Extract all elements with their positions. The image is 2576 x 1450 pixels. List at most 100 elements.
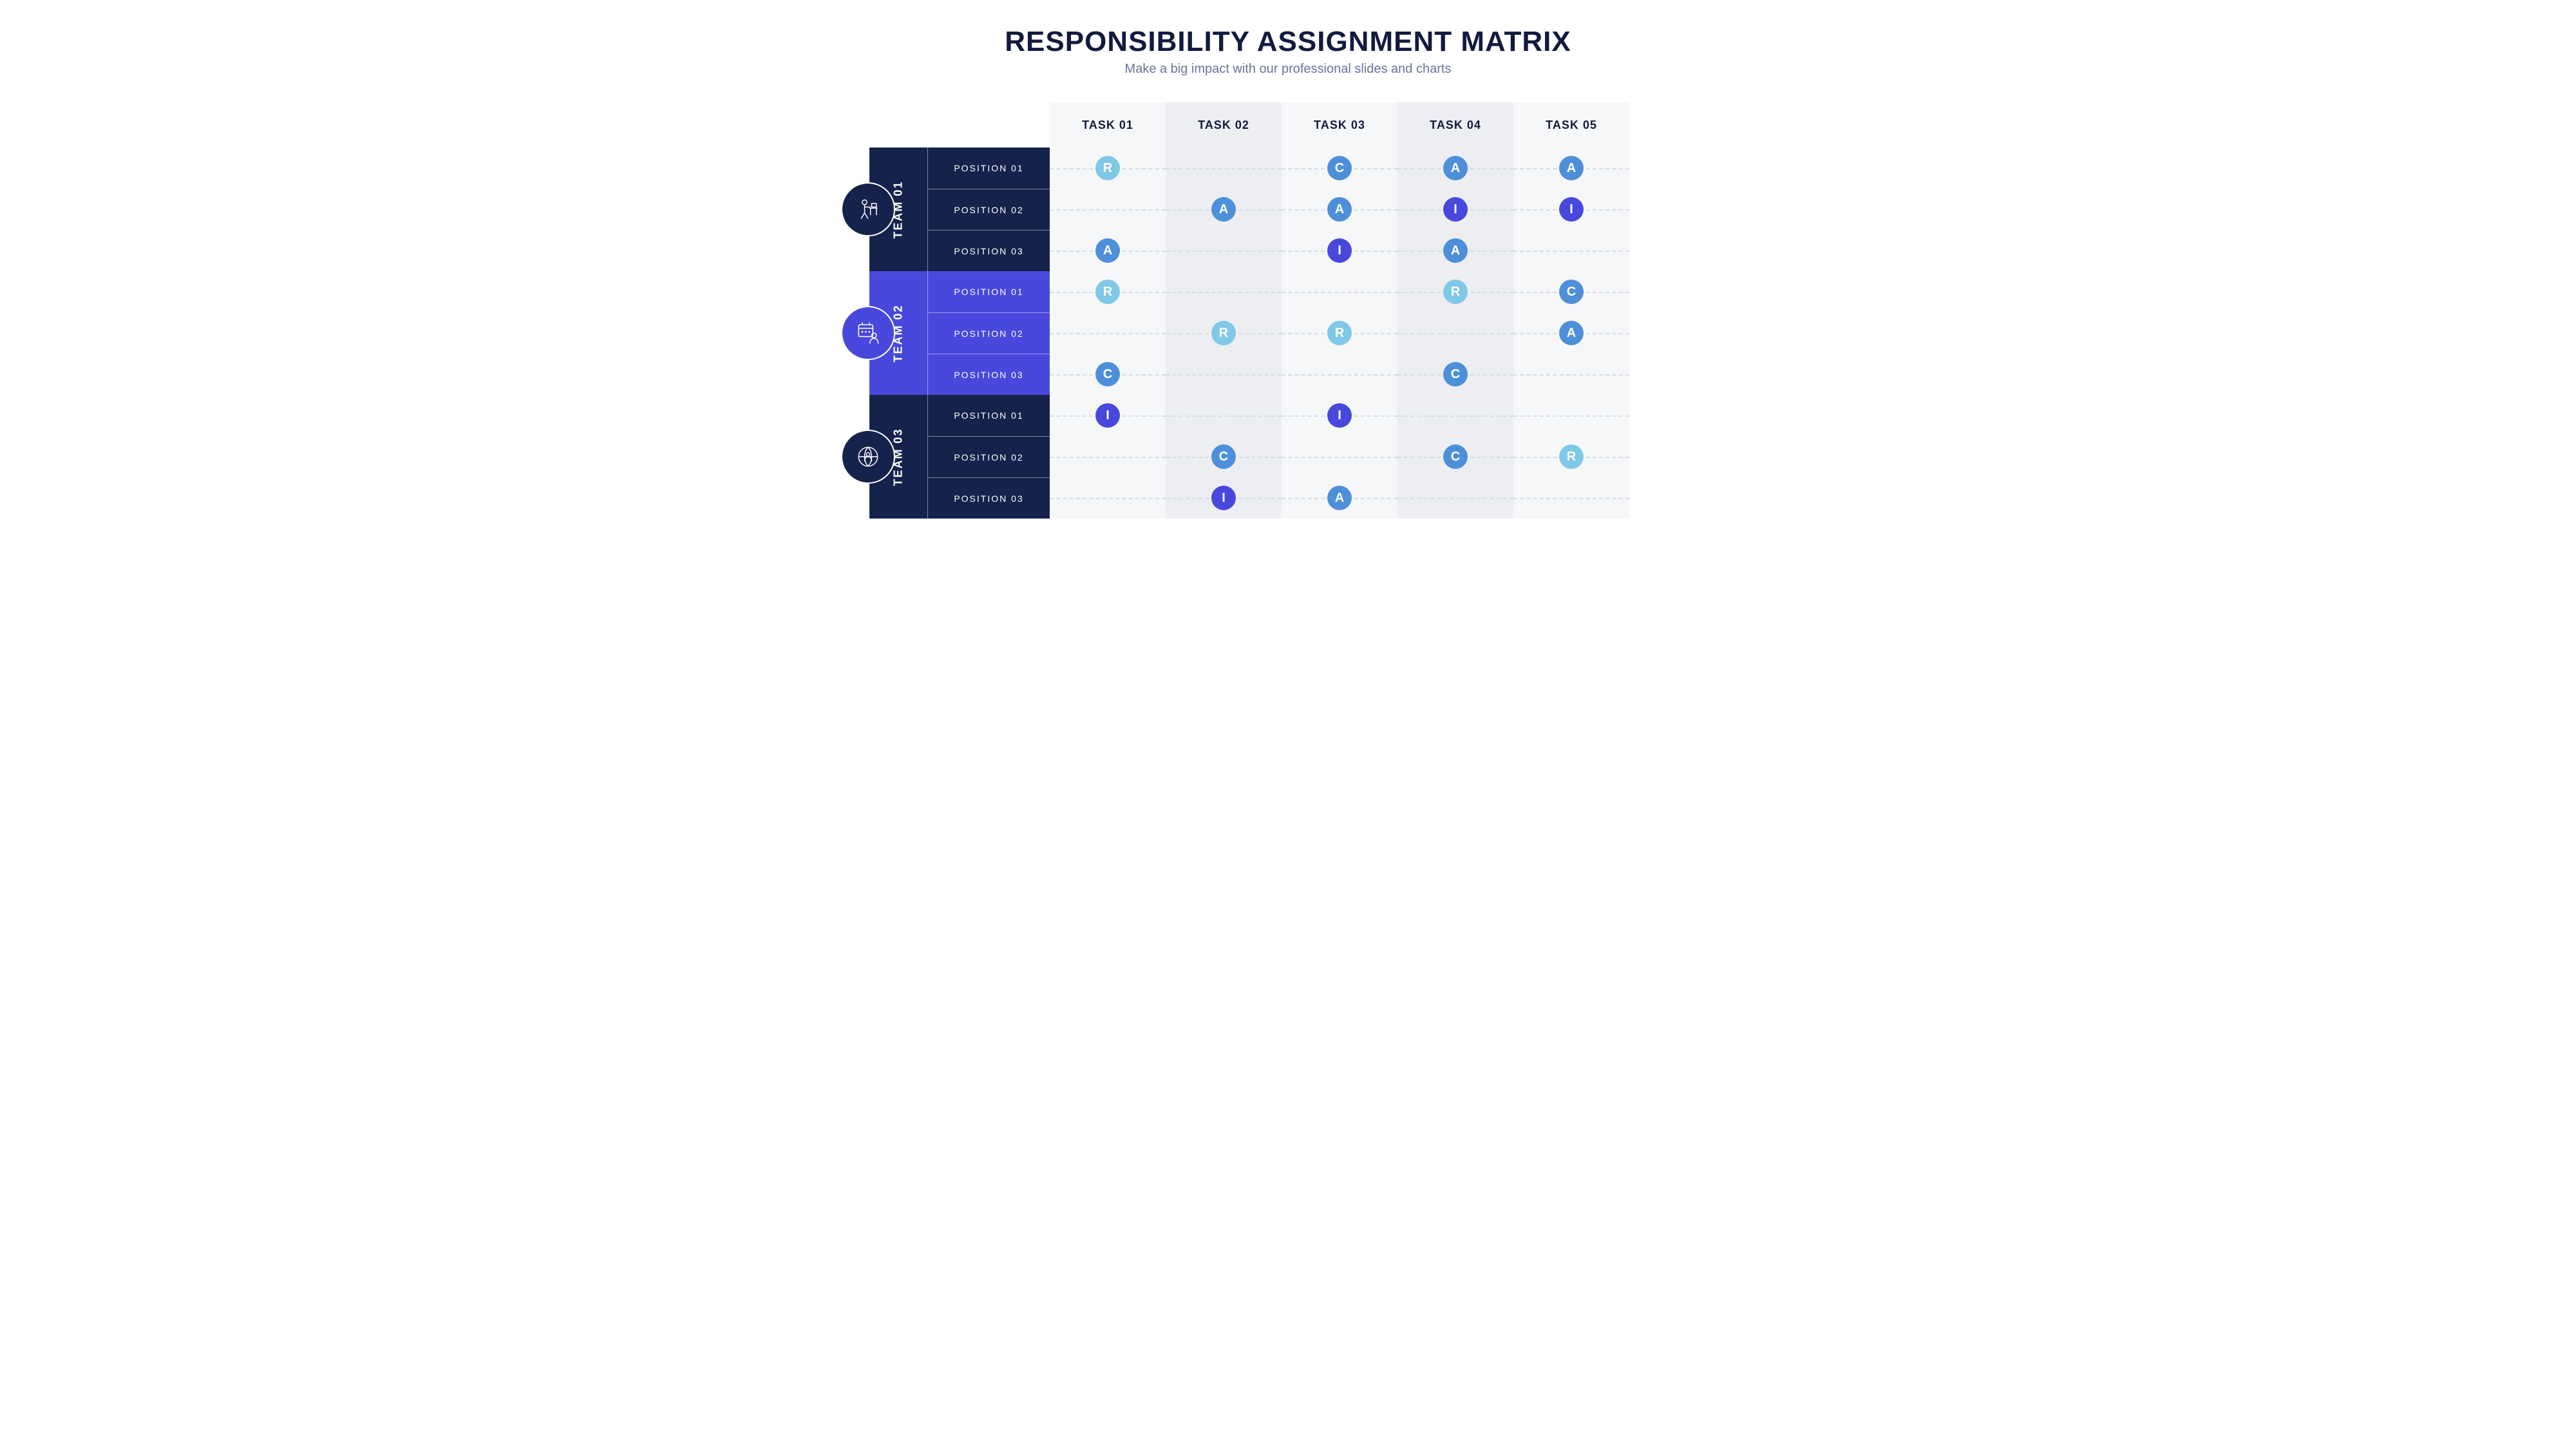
matrix-cell: I [1166, 477, 1282, 519]
position-cell: POSITION 02 [927, 189, 1050, 230]
task-header: TASK 01 [1050, 102, 1166, 148]
raci-badge: I [1443, 197, 1468, 222]
position-label: POSITION 01 [954, 163, 1023, 173]
position-label: POSITION 02 [954, 452, 1023, 463]
raci-badge: R [1327, 321, 1352, 345]
task-header: TASK 03 [1282, 102, 1397, 148]
position-cell: POSITION 02 [927, 312, 1050, 354]
matrix-cell: I [1282, 395, 1397, 436]
raci-badge: R [1559, 444, 1584, 469]
raci-badge: I [1095, 403, 1120, 428]
matrix-cell: C [1282, 148, 1397, 189]
position-label: POSITION 01 [954, 287, 1023, 297]
team-block: TEAM 02 [869, 271, 927, 395]
matrix-cell: R [1397, 271, 1513, 312]
position-label: POSITION 01 [954, 410, 1023, 421]
raci-badge: I [1559, 197, 1584, 222]
task-header-label: TASK 05 [1546, 119, 1597, 132]
matrix-cell: C [1050, 354, 1166, 395]
raci-matrix: TASK 01 TASK 02 TASK 03 TASK 04 TASK 05 TEAM … [869, 102, 1707, 519]
raci-badge: A [1443, 156, 1468, 180]
matrix-cell: C [1513, 271, 1629, 312]
matrix-cell: I [1282, 230, 1397, 271]
matrix-cell: R [1166, 312, 1282, 354]
header-spacer [869, 102, 1050, 148]
raci-badge: R [1443, 280, 1468, 304]
task-header-label: TASK 03 [1314, 119, 1365, 132]
matrix-cell: A [1050, 230, 1166, 271]
matrix-cell: R [1050, 271, 1166, 312]
matrix-cell [1397, 312, 1513, 354]
position-cell: POSITION 02 [927, 436, 1050, 477]
matrix-cell: A [1397, 148, 1513, 189]
raci-badge: I [1211, 486, 1236, 510]
matrix-cell [1166, 395, 1282, 436]
raci-badge: A [1559, 321, 1584, 345]
matrix-cell: R [1513, 436, 1629, 477]
task-header: TASK 02 [1166, 102, 1282, 148]
matrix-cell: I [1050, 395, 1166, 436]
task-header: TASK 04 [1397, 102, 1513, 148]
position-label: POSITION 03 [954, 370, 1023, 380]
matrix-cell: C [1397, 436, 1513, 477]
position-cell: POSITION 03 [927, 354, 1050, 395]
matrix-cell: A [1282, 189, 1397, 230]
team-block: TEAM 03 [869, 395, 927, 519]
raci-badge: A [1443, 238, 1468, 263]
raci-badge: R [1211, 321, 1236, 345]
matrix-cell [1050, 312, 1166, 354]
matrix-cell [1513, 477, 1629, 519]
matrix-cell [1282, 354, 1397, 395]
matrix-cell [1282, 271, 1397, 312]
raci-badge: A [1211, 197, 1236, 222]
matrix-cell [1166, 354, 1282, 395]
matrix-cell [1050, 477, 1166, 519]
task-header-label: TASK 04 [1430, 119, 1481, 132]
calendar-person-icon [841, 306, 895, 360]
matrix-cell: I [1513, 189, 1629, 230]
matrix-cell: A [1513, 148, 1629, 189]
raci-badge: C [1327, 156, 1352, 180]
position-label: POSITION 03 [954, 246, 1023, 256]
matrix-cell [1397, 477, 1513, 519]
task-header-label: TASK 01 [1082, 119, 1133, 132]
matrix-cell: A [1166, 189, 1282, 230]
matrix-cell [1050, 436, 1166, 477]
matrix-cell [1397, 395, 1513, 436]
matrix-cell [1166, 271, 1282, 312]
matrix-cell [1513, 395, 1629, 436]
raci-badge: C [1443, 444, 1468, 469]
page-title: RESPONSIBILITY ASSIGNMENT MATRIX [1005, 26, 1571, 58]
matrix-cell [1513, 354, 1629, 395]
page-subtitle: Make a big impact with our professional … [1125, 62, 1452, 77]
position-label: POSITION 03 [954, 493, 1023, 504]
matrix-cell [1050, 189, 1166, 230]
raci-badge: C [1443, 362, 1468, 386]
matrix-cell [1166, 148, 1282, 189]
matrix-cell [1282, 436, 1397, 477]
position-cell: POSITION 01 [927, 271, 1050, 312]
position-cell: POSITION 03 [927, 230, 1050, 271]
raci-badge: A [1559, 156, 1584, 180]
raci-badge: A [1327, 486, 1352, 510]
task-header: TASK 05 [1513, 102, 1629, 148]
globe-person-icon [841, 430, 895, 484]
matrix-cell: R [1282, 312, 1397, 354]
team-block: TEAM 01 [869, 148, 927, 271]
matrix-cell: A [1282, 477, 1397, 519]
position-cell: POSITION 01 [927, 148, 1050, 189]
matrix-cell [1513, 230, 1629, 271]
raci-badge: I [1327, 238, 1352, 263]
matrix-cell: C [1166, 436, 1282, 477]
position-label: POSITION 02 [954, 205, 1023, 215]
matrix-cell: R [1050, 148, 1166, 189]
raci-badge: C [1559, 280, 1584, 304]
position-cell: POSITION 01 [927, 395, 1050, 436]
raci-badge: R [1095, 280, 1120, 304]
matrix-cell: C [1397, 354, 1513, 395]
matrix-cell: A [1513, 312, 1629, 354]
position-cell: POSITION 03 [927, 477, 1050, 519]
raci-badge: R [1095, 156, 1120, 180]
raci-badge: A [1095, 238, 1120, 263]
desk-person-icon [841, 182, 895, 236]
